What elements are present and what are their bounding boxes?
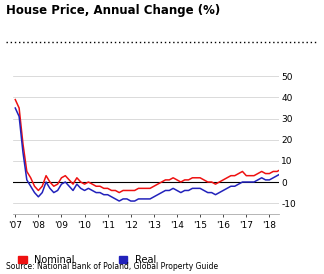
Text: House Price, Annual Change (%): House Price, Annual Change (%) <box>6 4 221 17</box>
Legend: Nominal, Real: Nominal, Real <box>18 255 156 265</box>
Text: Source: National Bank of Poland, Global Property Guide: Source: National Bank of Poland, Global … <box>6 262 219 271</box>
